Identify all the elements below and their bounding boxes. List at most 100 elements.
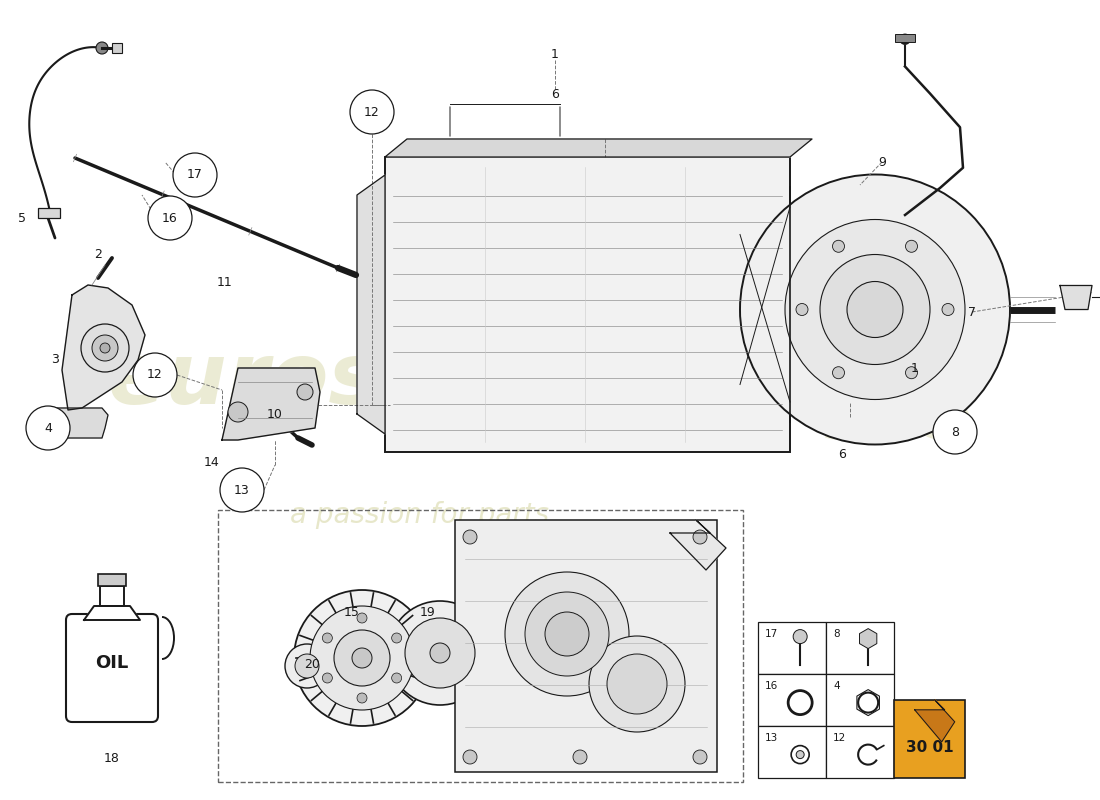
Circle shape [740,174,1010,445]
Circle shape [833,366,845,378]
Text: 8: 8 [833,629,839,639]
Bar [98,574,126,586]
Circle shape [430,643,450,663]
Circle shape [463,530,477,544]
Text: 13: 13 [234,483,250,497]
Text: a passion for parts: a passion for parts [290,501,550,529]
Text: 16: 16 [162,211,178,225]
Circle shape [942,303,954,315]
Circle shape [785,219,965,399]
Circle shape [793,630,807,643]
Circle shape [352,648,372,668]
Text: 4: 4 [44,422,52,434]
Circle shape [295,654,319,678]
Bar [758,622,826,674]
Bar [112,43,122,53]
Circle shape [796,750,804,758]
FancyBboxPatch shape [66,614,158,722]
Circle shape [693,530,707,544]
Text: 12: 12 [364,106,380,118]
Circle shape [358,693,367,703]
Text: 355: 355 [825,386,976,454]
Polygon shape [84,606,140,620]
Circle shape [100,343,110,353]
Circle shape [905,366,917,378]
Text: 10: 10 [267,409,283,422]
Polygon shape [39,408,108,438]
Text: 12: 12 [147,369,163,382]
Circle shape [525,592,609,676]
Circle shape [505,572,629,696]
Bar [826,622,894,674]
Circle shape [933,410,977,454]
Polygon shape [222,368,320,440]
Circle shape [285,644,329,688]
Polygon shape [915,700,955,742]
Text: 4: 4 [833,681,839,691]
Bar [894,700,966,778]
Circle shape [847,282,903,338]
Text: eurospares: eurospares [108,338,652,422]
Circle shape [392,633,402,643]
Circle shape [392,673,402,683]
Text: 30 01: 30 01 [906,739,954,754]
Circle shape [820,254,930,365]
Circle shape [573,750,587,764]
Text: 14: 14 [205,455,220,469]
Text: 8: 8 [952,426,959,438]
Text: 18: 18 [104,751,120,765]
Polygon shape [62,285,145,410]
Circle shape [220,468,264,512]
Bar [758,674,826,726]
Polygon shape [1060,286,1092,310]
Circle shape [133,353,177,397]
Text: 17: 17 [187,169,202,182]
Circle shape [693,750,707,764]
Circle shape [544,612,588,656]
Circle shape [228,402,248,422]
Polygon shape [385,139,812,157]
Circle shape [148,196,192,240]
Bar [895,34,915,42]
Text: 11: 11 [217,275,233,289]
Text: 1: 1 [911,362,918,374]
Text: 13: 13 [764,733,779,743]
Circle shape [350,90,394,134]
Text: 3: 3 [51,354,59,366]
Text: 1: 1 [551,49,559,62]
Polygon shape [358,175,385,434]
Polygon shape [670,520,726,570]
Text: 6: 6 [551,89,559,102]
Text: 9: 9 [878,155,886,169]
Text: 6: 6 [838,449,846,462]
Bar [100,586,124,606]
Circle shape [833,240,845,252]
Circle shape [92,335,118,361]
Text: 15: 15 [344,606,360,618]
Circle shape [26,406,70,450]
Bar [455,520,717,772]
Bar [758,726,826,778]
Text: 12: 12 [833,733,846,743]
Circle shape [81,324,129,372]
Circle shape [388,601,492,705]
Bar [39,208,60,218]
Circle shape [96,42,108,54]
Text: 2: 2 [95,249,102,262]
Bar [385,157,790,452]
Circle shape [405,618,475,688]
Circle shape [322,633,332,643]
Bar [826,674,894,726]
Circle shape [358,613,367,623]
Text: 17: 17 [764,629,779,639]
Text: 5: 5 [18,211,26,225]
Circle shape [588,636,685,732]
Text: 20: 20 [304,658,320,671]
Circle shape [294,590,430,726]
Circle shape [463,750,477,764]
Text: 16: 16 [764,681,779,691]
Circle shape [607,654,667,714]
Circle shape [334,630,390,686]
Text: OIL: OIL [96,654,129,672]
Bar [826,726,894,778]
